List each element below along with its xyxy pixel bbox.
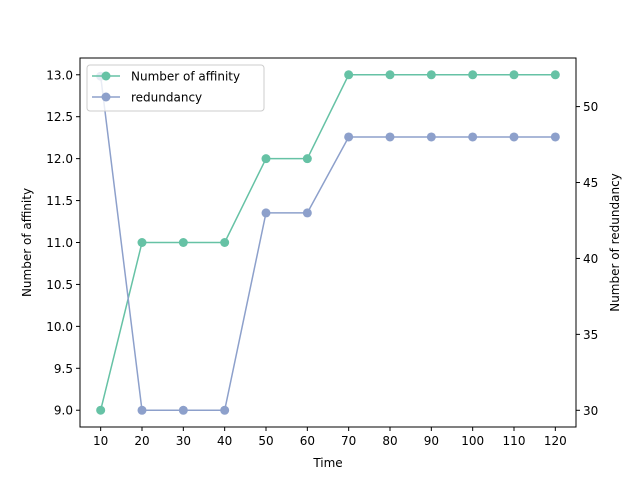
legend: Number of affinity redundancy (86, 64, 265, 112)
x-tick-label: 30 (176, 434, 191, 448)
series-line-affinity (99, 74, 556, 411)
data-point-redundancy (220, 405, 230, 415)
data-point-redundancy (550, 132, 560, 142)
data-point-affinity (178, 238, 188, 247)
data-point-redundancy (178, 405, 188, 415)
data-point-redundancy (385, 132, 395, 142)
legend-marker-redundancy (101, 92, 111, 102)
legend-box (86, 64, 265, 112)
y-left-tick-label: 9.0 (54, 404, 73, 418)
legend-marker-affinity (101, 71, 111, 81)
y-right-tick-label: 40 (583, 252, 598, 266)
y-left-tick-label: 12.5 (46, 110, 73, 124)
data-point-affinity (220, 238, 230, 247)
data-point-redundancy (261, 208, 271, 218)
y-left-tick-label: 12.0 (46, 152, 73, 166)
y-left-tick-label: 11.5 (46, 194, 73, 208)
series-layer (96, 70, 560, 415)
data-point-affinity (509, 70, 519, 80)
data-point-affinity (468, 70, 478, 80)
y-axis-right-label: Number of redundancy (608, 173, 622, 312)
legend-label-redundancy: redundancy (131, 91, 202, 105)
y-right-tick-label: 50 (583, 100, 598, 114)
x-axis-label: Time (312, 456, 342, 470)
y-axis-left-label: Number of affinity (20, 188, 34, 297)
x-tick-label: 50 (258, 434, 273, 448)
data-point-redundancy (302, 208, 312, 218)
x-tick-label: 110 (503, 434, 526, 448)
data-point-redundancy (137, 405, 147, 415)
x-tick-label: 90 (424, 434, 439, 448)
data-point-affinity (550, 70, 560, 80)
data-point-affinity (426, 70, 436, 80)
x-tick-label: 80 (382, 434, 397, 448)
data-point-redundancy (509, 132, 519, 142)
y-left-tick-label: 10.0 (46, 320, 73, 334)
data-point-affinity (137, 238, 147, 247)
y-left-tick-label: 9.5 (54, 362, 73, 376)
y-left-tick-label: 13.0 (46, 68, 73, 82)
data-point-redundancy (468, 132, 478, 142)
data-point-affinity (385, 70, 395, 80)
x-tick-label: 100 (461, 434, 484, 448)
data-point-affinity (261, 154, 271, 164)
x-tick-label: 70 (341, 434, 356, 448)
y-right-tick-label: 35 (583, 328, 598, 342)
data-point-affinity (96, 405, 106, 415)
legend-label-affinity: Number of affinity (131, 70, 240, 84)
x-axis: 10 20 30 40 50 60 70 80 90 100 110 120 (93, 427, 567, 448)
y-left-tick-label: 10.5 (46, 278, 73, 292)
y-axis-left: 9.0 9.5 10.0 10.5 11.0 11.5 12.0 12.5 13.0 (46, 68, 80, 418)
x-tick-label: 120 (544, 434, 567, 448)
data-point-affinity (302, 154, 312, 164)
series-line-redundancy (99, 76, 556, 412)
x-tick-label: 60 (300, 434, 315, 448)
data-point-redundancy (344, 132, 354, 142)
data-point-affinity (344, 70, 354, 80)
data-point-redundancy (426, 132, 436, 142)
x-tick-label: 40 (217, 434, 232, 448)
x-tick-label: 10 (93, 434, 108, 448)
y-right-tick-label: 30 (583, 404, 598, 418)
x-tick-label: 20 (134, 434, 149, 448)
y-axis-right: 30 35 40 45 50 (576, 100, 598, 418)
y-right-tick-label: 45 (583, 176, 598, 190)
y-left-tick-label: 11.0 (46, 236, 73, 250)
